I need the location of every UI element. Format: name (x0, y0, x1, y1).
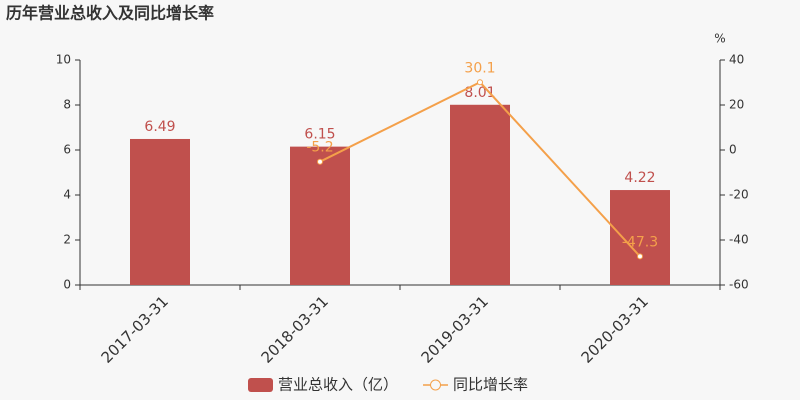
bar-value-label: 4.22 (624, 170, 655, 186)
legend-swatch (248, 378, 273, 392)
y-tick-label: 6 (63, 143, 71, 157)
y-tick-label: 4 (63, 188, 71, 202)
y2-tick-label: -40 (729, 233, 749, 247)
x-tick-label: 2020-03-31 (578, 292, 652, 366)
legend-label: 营业总收入（亿） (278, 376, 398, 394)
x-tick-label: 2019-03-31 (418, 292, 492, 366)
line-value-label: -5.2 (306, 140, 333, 156)
line-value-label: -47.3 (622, 234, 658, 250)
y-tick-label: 10 (56, 53, 71, 67)
y2-tick-label: -20 (729, 188, 749, 202)
y2-tick-label: 20 (729, 98, 744, 112)
bar (130, 138, 190, 285)
y-tick-label: 8 (63, 98, 71, 112)
line-point (637, 253, 643, 260)
line-point (477, 79, 483, 86)
bar-value-label: 6.49 (144, 119, 175, 135)
chart-title: 历年营业总收入及同比增长率 (6, 4, 214, 23)
line-value-label: 30.1 (464, 60, 495, 76)
bar (290, 146, 350, 285)
line-point (317, 158, 323, 165)
legend-swatch-point (430, 379, 442, 391)
legend-label: 同比增长率 (453, 376, 528, 394)
y2-tick-label: -60 (729, 278, 749, 292)
y-tick-label: 0 (63, 278, 71, 292)
y2-tick-label: 40 (729, 53, 744, 67)
bar-value-label: 8.01 (464, 85, 495, 101)
x-tick-label: 2017-03-31 (98, 292, 172, 366)
bar (450, 104, 510, 286)
y-tick-label: 2 (63, 233, 71, 247)
bar-value-label: 6.15 (304, 127, 335, 143)
bar (610, 190, 670, 285)
y2-tick-label: 0 (729, 143, 737, 157)
y2-axis-label: % (714, 32, 725, 46)
x-tick-label: 2018-03-31 (258, 292, 332, 366)
